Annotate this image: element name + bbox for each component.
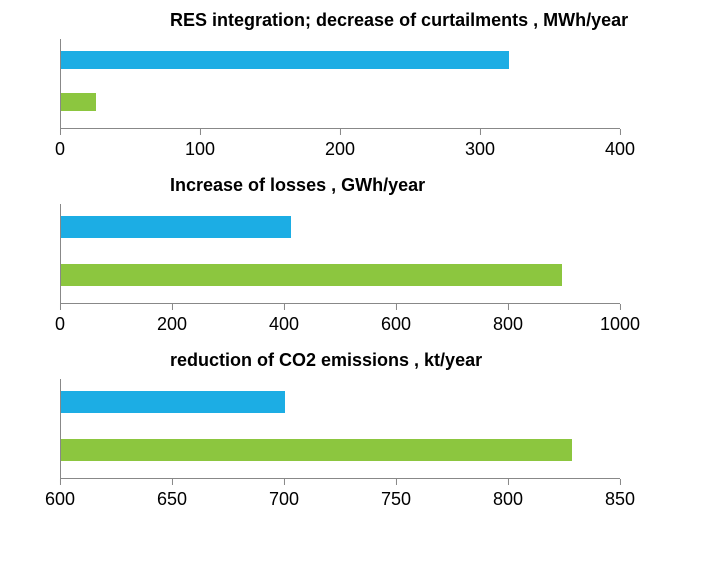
tick-label: 300 xyxy=(465,139,495,160)
tick: 800 xyxy=(493,479,523,510)
bar-row xyxy=(61,87,620,117)
bar xyxy=(61,439,572,461)
tick: 100 xyxy=(185,129,215,160)
tick-mark xyxy=(339,129,340,135)
tick-label: 200 xyxy=(325,139,355,160)
bars-region xyxy=(60,379,620,479)
tick-mark xyxy=(59,479,60,485)
tick: 850 xyxy=(605,479,635,510)
tick-mark xyxy=(395,479,396,485)
bar xyxy=(61,216,291,238)
tick-label: 750 xyxy=(381,489,411,510)
bar-row xyxy=(61,258,620,292)
tick-mark xyxy=(283,479,284,485)
chart-section-1: Increase of losses , GWh/year 0 200 400 600 8… xyxy=(10,175,705,332)
tick-label: 850 xyxy=(605,489,635,510)
tick-mark xyxy=(619,304,620,310)
chart-section-2: reduction of CO2 emissions , kt/year 600 6… xyxy=(10,350,705,507)
tick: 600 xyxy=(381,304,411,335)
chart-title: Increase of losses , GWh/year xyxy=(10,175,705,196)
tick: 200 xyxy=(325,129,355,160)
tick-label: 0 xyxy=(55,139,65,160)
tick: 400 xyxy=(269,304,299,335)
tick-mark xyxy=(199,129,200,135)
chart-section-0: RES integration; decrease of curtailment… xyxy=(10,10,705,157)
tick-mark xyxy=(283,304,284,310)
bar xyxy=(61,93,96,111)
x-axis-ticks: 0100200300400 xyxy=(60,129,620,157)
tick: 400 xyxy=(605,129,635,160)
tick: 750 xyxy=(381,479,411,510)
tick-mark xyxy=(59,129,60,135)
x-axis-ticks: 02004006008001000 xyxy=(60,304,620,332)
bar xyxy=(61,264,562,286)
tick-label: 100 xyxy=(185,139,215,160)
bar-row xyxy=(61,45,620,75)
tick: 800 xyxy=(493,304,523,335)
bar-row xyxy=(61,210,620,244)
tick-mark xyxy=(395,304,396,310)
tick-mark xyxy=(171,479,172,485)
plot-area: 0100200300400 xyxy=(60,39,620,157)
bar xyxy=(61,51,509,69)
tick-label: 600 xyxy=(381,314,411,335)
tick: 0 xyxy=(55,304,65,335)
tick-label: 650 xyxy=(157,489,187,510)
plot-area: 02004006008001000 xyxy=(60,204,620,332)
bar-row xyxy=(61,385,620,419)
tick-label: 400 xyxy=(269,314,299,335)
x-axis-ticks: 600650700750800850 xyxy=(60,479,620,507)
plot-area: 600650700750800850 xyxy=(60,379,620,507)
tick-label: 800 xyxy=(493,314,523,335)
chart-container: RES integration; decrease of curtailment… xyxy=(10,10,705,507)
tick-label: 600 xyxy=(45,489,75,510)
bars-region xyxy=(60,204,620,304)
tick: 200 xyxy=(157,304,187,335)
tick-label: 0 xyxy=(55,314,65,335)
tick: 600 xyxy=(45,479,75,510)
tick: 300 xyxy=(465,129,495,160)
tick-mark xyxy=(479,129,480,135)
chart-title: RES integration; decrease of curtailment… xyxy=(10,10,705,31)
tick-label: 200 xyxy=(157,314,187,335)
tick-label: 400 xyxy=(605,139,635,160)
tick-mark xyxy=(59,304,60,310)
tick-mark xyxy=(507,479,508,485)
chart-title: reduction of CO2 emissions , kt/year xyxy=(10,350,705,371)
tick-mark xyxy=(171,304,172,310)
tick: 650 xyxy=(157,479,187,510)
tick-label: 800 xyxy=(493,489,523,510)
tick-label: 700 xyxy=(269,489,299,510)
bar xyxy=(61,391,285,413)
tick: 1000 xyxy=(600,304,640,335)
tick-label: 1000 xyxy=(600,314,640,335)
bar-row xyxy=(61,433,620,467)
tick: 0 xyxy=(55,129,65,160)
tick-mark xyxy=(619,479,620,485)
tick-mark xyxy=(619,129,620,135)
tick: 700 xyxy=(269,479,299,510)
bars-region xyxy=(60,39,620,129)
tick-mark xyxy=(507,304,508,310)
